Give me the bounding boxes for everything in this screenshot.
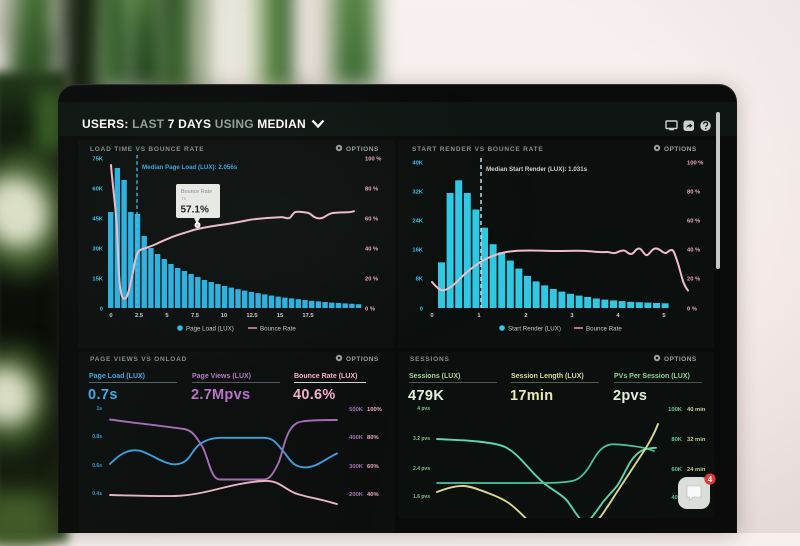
svg-text:24 min: 24 min	[687, 467, 706, 473]
svg-text:Sessions (LUX): Sessions (LUX)	[409, 373, 460, 380]
svg-text:100%: 100%	[367, 407, 382, 413]
svg-text:OPTIONS: OPTIONS	[346, 146, 379, 153]
svg-text:LOAD TIME VS BOUNCE RATE: LOAD TIME VS BOUNCE RATE	[90, 146, 204, 153]
svg-text:32K: 32K	[412, 190, 423, 196]
svg-text:17min: 17min	[510, 388, 553, 404]
svg-text:4: 4	[616, 313, 620, 319]
svg-text:40K: 40K	[671, 495, 682, 501]
svg-text:0: 0	[420, 307, 423, 313]
svg-text:0.4s: 0.4s	[92, 491, 102, 497]
svg-text:3: 3	[570, 313, 574, 319]
svg-text:8K: 8K	[416, 277, 424, 283]
svg-text:0: 0	[430, 313, 433, 319]
svg-text:20 %: 20 %	[687, 277, 700, 283]
svg-text:2.5: 2.5	[135, 313, 144, 319]
svg-text:57.1%: 57.1%	[181, 205, 209, 216]
svg-text:5: 5	[165, 313, 169, 319]
svg-text:Bounce Rate: Bounce Rate	[260, 326, 296, 333]
svg-text:Page Views (LUX): Page Views (LUX)	[192, 373, 251, 380]
svg-text:Median Page Load (LUX): 2.056s: Median Page Load (LUX): 2.056s	[142, 164, 238, 171]
svg-text:24K: 24K	[412, 219, 423, 225]
svg-text:60%: 60%	[367, 464, 379, 470]
svg-text:80K: 80K	[671, 437, 682, 443]
svg-text:500K: 500K	[349, 407, 364, 413]
svg-text:30K: 30K	[92, 247, 103, 253]
svg-text:45K: 45K	[92, 217, 103, 223]
svg-text:0.8s: 0.8s	[92, 434, 102, 440]
svg-text:1.6 pvs: 1.6 pvs	[413, 494, 430, 500]
svg-text:0 %: 0 %	[687, 307, 697, 313]
svg-text:400K: 400K	[349, 435, 364, 441]
svg-text:40 %: 40 %	[687, 248, 700, 254]
svg-text:4: 4	[708, 475, 713, 484]
svg-text:1s: 1s	[96, 406, 102, 412]
svg-text:10: 10	[221, 313, 227, 319]
svg-text:Page Load (LUX): Page Load (LUX)	[186, 326, 234, 333]
svg-text:75K: 75K	[92, 157, 103, 163]
svg-text:PAGE VIEWS VS ONLOAD: PAGE VIEWS VS ONLOAD	[90, 356, 187, 363]
svg-text:SESSIONS: SESSIONS	[410, 356, 450, 363]
svg-text:Bounce Rate: Bounce Rate	[181, 189, 212, 195]
svg-text:4 pvs: 4 pvs	[417, 406, 430, 412]
svg-text:7.5: 7.5	[191, 313, 200, 319]
svg-text:16K: 16K	[412, 248, 423, 254]
svg-text:5: 5	[662, 313, 666, 319]
svg-text:100 %: 100 %	[365, 157, 381, 163]
svg-text:40 min: 40 min	[687, 407, 706, 413]
svg-text:15: 15	[277, 313, 284, 319]
svg-text:0.6s: 0.6s	[92, 463, 102, 469]
svg-text:200K: 200K	[349, 492, 364, 498]
svg-text:40%: 40%	[367, 492, 379, 498]
svg-text:0: 0	[109, 313, 112, 319]
svg-text:60K: 60K	[671, 467, 682, 473]
svg-text:3.2 pvs: 3.2 pvs	[413, 436, 430, 442]
svg-text:1: 1	[477, 313, 481, 319]
svg-text:80 %: 80 %	[365, 187, 378, 193]
svg-text:12.5: 12.5	[246, 313, 258, 319]
svg-text:OPTIONS: OPTIONS	[346, 356, 379, 363]
svg-text:300K: 300K	[349, 464, 364, 470]
svg-text:Bounce Rate: Bounce Rate	[586, 326, 622, 333]
svg-text:32 min: 32 min	[687, 437, 706, 443]
svg-text:100K: 100K	[668, 407, 683, 413]
svg-text:0: 0	[100, 307, 103, 313]
svg-text:60 %: 60 %	[687, 219, 700, 225]
svg-text:2: 2	[524, 313, 527, 319]
svg-text:17.5: 17.5	[302, 313, 314, 319]
svg-text:2.7Mpvs: 2.7Mpvs	[191, 387, 250, 403]
svg-text:7s: 7s	[181, 196, 187, 202]
svg-text:20 %: 20 %	[365, 277, 378, 283]
svg-text:0.7s: 0.7s	[88, 387, 118, 403]
svg-text:0 %: 0 %	[365, 307, 375, 313]
svg-text:80 %: 80 %	[687, 190, 700, 196]
svg-text:60 %: 60 %	[365, 217, 378, 223]
svg-text:100 %: 100 %	[687, 161, 703, 167]
svg-text:15K: 15K	[92, 277, 103, 283]
svg-text:2pvs: 2pvs	[613, 388, 647, 404]
svg-text:40.6%: 40.6%	[293, 387, 336, 403]
svg-text:Median Start Render (LUX): 1.0: Median Start Render (LUX): 1.031s	[486, 166, 588, 173]
svg-text:Start Render (LUX): Start Render (LUX)	[508, 326, 561, 333]
svg-text:Bounce Rate (LUX): Bounce Rate (LUX)	[294, 373, 357, 380]
svg-text:PVs Per Session (LUX): PVs Per Session (LUX)	[614, 373, 690, 380]
svg-text:Session Length (LUX): Session Length (LUX)	[511, 373, 584, 380]
svg-text:OPTIONS: OPTIONS	[664, 356, 697, 363]
svg-text:Page Load (LUX): Page Load (LUX)	[89, 373, 145, 380]
svg-text:80%: 80%	[367, 435, 379, 441]
svg-text:40 %: 40 %	[365, 247, 378, 253]
svg-text:60K: 60K	[92, 187, 103, 193]
svg-text:OPTIONS: OPTIONS	[664, 146, 697, 153]
svg-text:40K: 40K	[412, 161, 423, 167]
svg-text:2.4 pvs: 2.4 pvs	[413, 466, 430, 472]
svg-text:479K: 479K	[408, 388, 444, 404]
svg-text:START RENDER VS BOUNCE RATE: START RENDER VS BOUNCE RATE	[412, 146, 544, 153]
